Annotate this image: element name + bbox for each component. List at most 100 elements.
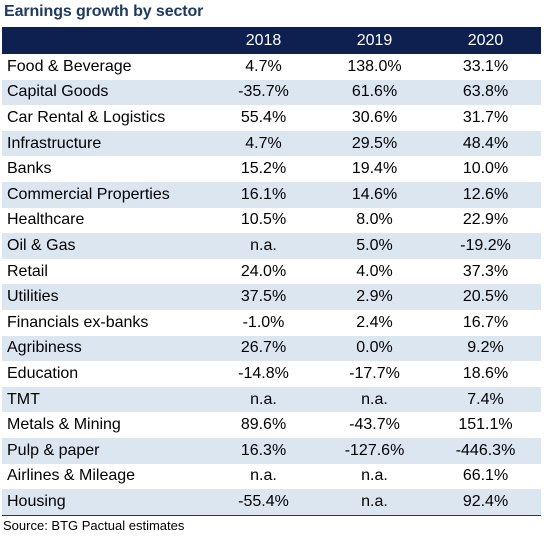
sector-name: Pulp & paper — [7, 441, 100, 459]
table-row: Airlines & Mileage n.a. n.a. 66.1% — [2, 464, 541, 490]
value-2019: 5.0% — [356, 236, 393, 254]
value-2020: 66.1% — [462, 467, 509, 485]
table-row: Capital Goods -35.7% 61.6% 63.8% — [2, 79, 541, 106]
value-2018: -35.7% — [238, 83, 289, 101]
value-2018: 15.2% — [240, 160, 287, 178]
table-row: Infrastructure 4.7% 29.5% 48.4% — [2, 130, 541, 157]
value-2020: 92.4% — [462, 492, 509, 510]
value-2018: -1.0% — [242, 313, 285, 331]
sector-name: Financials ex-banks — [7, 313, 149, 331]
sector-name: Capital Goods — [7, 83, 109, 101]
earnings-table-container: 2018 2019 2020 Food & Beverage 4.7% 138.… — [2, 27, 541, 516]
header-2019: 2019 — [356, 31, 393, 49]
earnings-table: 2018 2019 2020 Food & Beverage 4.7% 138.… — [2, 27, 541, 515]
table-row: Financials ex-banks -1.0% 2.4% 16.7% — [2, 310, 541, 336]
header-sector — [2, 27, 208, 54]
table-row: Utilities 37.5% 2.9% 20.5% — [2, 284, 541, 310]
sector-name: Utilities — [7, 288, 59, 306]
value-2018: 24.0% — [240, 262, 287, 280]
table-row: Commercial Properties 16.1% 14.6% 12.6% — [2, 181, 541, 208]
table-row: Housing -55.4% n.a. 92.4% — [2, 489, 541, 515]
header-2018: 2018 — [245, 31, 282, 49]
table-title: Earnings growth by sector — [4, 3, 204, 20]
sector-name: Commercial Properties — [7, 185, 170, 203]
sector-name: Banks — [7, 160, 52, 178]
header-row: 2018 2019 2020 — [2, 27, 541, 54]
sector-name: Healthcare — [7, 211, 85, 229]
value-2019: 4.0% — [356, 262, 393, 280]
value-2019: 2.4% — [356, 313, 393, 331]
value-2019: n.a. — [361, 467, 388, 485]
source-note: Source: BTG Pactual estimates — [3, 518, 185, 533]
value-2019: n.a. — [361, 492, 388, 510]
value-2019: 29.5% — [351, 134, 398, 152]
value-2020: 16.7% — [462, 313, 509, 331]
value-2020: 20.5% — [462, 288, 509, 306]
value-2019: 0.0% — [356, 339, 393, 357]
sector-name: Metals & Mining — [7, 416, 121, 434]
value-2020: 151.1% — [458, 416, 513, 434]
value-2018: 4.7% — [245, 134, 282, 152]
table-row: Agribiness 26.7% 0.0% 9.2% — [2, 335, 541, 362]
value-2020: 7.4% — [467, 390, 504, 408]
value-2018: 10.5% — [240, 211, 287, 229]
table-row: Car Rental & Logistics 55.4% 30.6% 31.7% — [2, 105, 541, 131]
value-2020: -19.2% — [460, 236, 511, 254]
value-2019: -43.7% — [349, 416, 400, 434]
value-2018: -55.4% — [238, 492, 289, 510]
table-bottom-rule — [2, 514, 541, 516]
value-2020: 12.6% — [462, 185, 509, 203]
table-body: Food & Beverage 4.7% 138.0% 33.1% Capita… — [2, 54, 541, 515]
value-2018: 16.1% — [240, 185, 287, 203]
value-2018: n.a. — [250, 390, 277, 408]
value-2020: 10.0% — [462, 160, 509, 178]
sector-name: Car Rental & Logistics — [7, 108, 166, 126]
value-2020: 18.6% — [462, 364, 509, 382]
value-2018: n.a. — [250, 236, 277, 254]
value-2018: 37.5% — [240, 288, 287, 306]
value-2020: -446.3% — [455, 441, 516, 459]
value-2020: 9.2% — [467, 339, 504, 357]
table-row: TMT n.a. n.a. 7.4% — [2, 386, 541, 413]
value-2020: 22.9% — [462, 211, 509, 229]
table-row: Oil & Gas n.a. 5.0% -19.2% — [2, 233, 541, 259]
table-row: Banks 15.2% 19.4% 10.0% — [2, 156, 541, 182]
sector-name: TMT — [7, 390, 40, 408]
value-2018: 89.6% — [240, 416, 287, 434]
sector-name: Housing — [7, 492, 66, 510]
value-2018: 16.3% — [240, 441, 287, 459]
value-2019: 8.0% — [356, 211, 393, 229]
value-2019: -17.7% — [349, 364, 400, 382]
table-row: Education -14.8% -17.7% 18.6% — [2, 361, 541, 387]
table-row: Healthcare 10.5% 8.0% 22.9% — [2, 208, 541, 234]
value-2020: 33.1% — [462, 57, 509, 75]
value-2019: -127.6% — [344, 441, 405, 459]
sector-name: Agribiness — [7, 339, 82, 357]
sector-name: Education — [7, 364, 79, 382]
value-2019: 2.9% — [356, 288, 393, 306]
value-2020: 31.7% — [462, 108, 509, 126]
value-2019: 30.6% — [351, 108, 398, 126]
table-row: Metals & Mining 89.6% -43.7% 151.1% — [2, 412, 541, 438]
value-2018: 26.7% — [240, 339, 287, 357]
value-2019: n.a. — [361, 390, 388, 408]
value-2018: n.a. — [250, 467, 277, 485]
sector-name: Airlines & Mileage — [7, 467, 136, 485]
value-2020: 48.4% — [462, 134, 509, 152]
value-2019: 19.4% — [351, 160, 398, 178]
sector-name: Retail — [7, 262, 48, 280]
value-2019: 14.6% — [351, 185, 398, 203]
sector-name: Infrastructure — [7, 134, 102, 152]
value-2020: 37.3% — [462, 262, 509, 280]
value-2018: -14.8% — [238, 364, 289, 382]
table-row: Retail 24.0% 4.0% 37.3% — [2, 259, 541, 285]
value-2018: 55.4% — [240, 108, 287, 126]
table-row: Pulp & paper 16.3% -127.6% -446.3% — [2, 437, 541, 464]
sector-name: Food & Beverage — [7, 57, 132, 75]
table-row: Food & Beverage 4.7% 138.0% 33.1% — [2, 54, 541, 80]
value-2019: 61.6% — [351, 83, 398, 101]
header-2020: 2020 — [467, 31, 504, 49]
value-2020: 63.8% — [462, 83, 509, 101]
value-2019: 138.0% — [347, 57, 402, 75]
sector-name: Oil & Gas — [7, 236, 76, 254]
